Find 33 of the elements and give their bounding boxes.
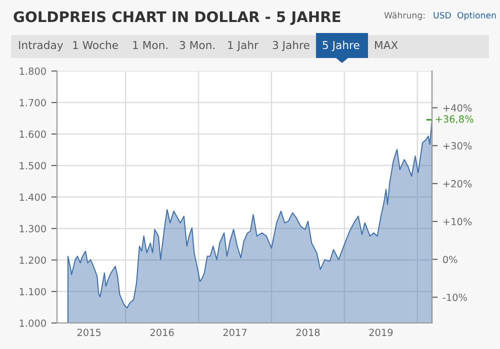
text: USD — [434, 12, 451, 18]
y-tick-label: 1.100 — [20, 288, 46, 296]
y-tick-label: 1.800 — [20, 68, 46, 75]
y-tick-label: 1.300 — [20, 224, 46, 232]
text: Währung: — [384, 12, 425, 20]
text: 3 Mon. — [180, 40, 214, 50]
y-tick-label: 1.400 — [20, 193, 46, 201]
x-tick-label: 2019 — [369, 328, 393, 336]
y-tick-label: 1.000 — [20, 319, 46, 327]
text: 5 Jahre — [322, 40, 360, 52]
y-tick-label: 1.500 — [20, 162, 46, 170]
x-tick-label: 2018 — [296, 328, 320, 336]
x-tick-label: 2017 — [223, 328, 247, 336]
y-tick-label: 1.700 — [20, 98, 46, 106]
chart-title: GOLDPREIS CHART IN DOLLAR - 5 JAHRE — [14, 11, 340, 25]
text: MAX — [375, 41, 398, 49]
y-tick-label: 1.600 — [20, 130, 46, 138]
x-tick-label: 2015 — [77, 328, 101, 336]
y2-tick-label: -10% — [442, 294, 467, 302]
y-tick-label: 1.200 — [20, 256, 46, 264]
y2-tick-label: +10% — [443, 218, 472, 226]
y2-tick-label: +20% — [443, 180, 472, 188]
y2-tick-label: +40% — [443, 104, 472, 112]
y2-tick-label: 0% — [443, 256, 458, 264]
text: 3 Jahre — [272, 40, 310, 52]
x-tick-label: 2016 — [150, 328, 174, 336]
y2-tick-label: +30% — [443, 142, 472, 150]
text: 1 Jahr — [228, 40, 258, 52]
text: Optionen — [457, 12, 496, 20]
text: Intraday — [19, 40, 64, 52]
text: 1 Mon. — [133, 41, 168, 50]
annotation: +36,8% — [436, 115, 474, 124]
text: 1 Woche — [73, 40, 118, 50]
